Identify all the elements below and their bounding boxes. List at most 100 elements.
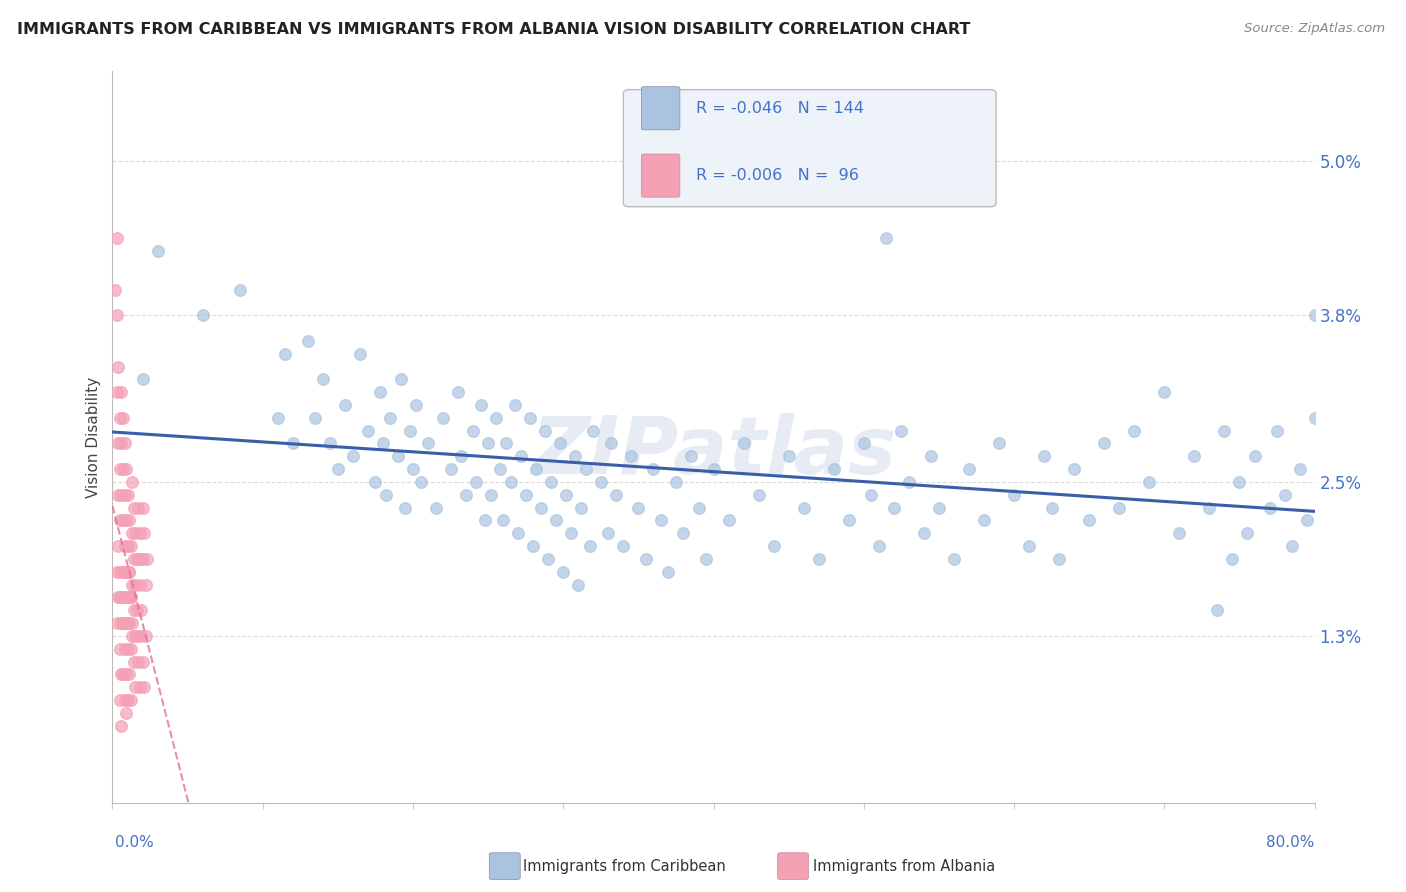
Point xyxy=(124,526,146,541)
Text: Immigrants from Caribbean: Immigrants from Caribbean xyxy=(523,859,725,873)
Point xyxy=(807,552,830,566)
Point xyxy=(643,462,665,476)
Point xyxy=(118,565,141,579)
Point xyxy=(688,500,710,515)
Point xyxy=(127,500,149,515)
Point xyxy=(117,693,139,707)
Point xyxy=(450,450,472,464)
Point xyxy=(122,655,145,669)
Point xyxy=(105,616,128,631)
Point xyxy=(474,514,496,528)
Point xyxy=(114,591,136,605)
Point xyxy=(762,539,785,553)
Point xyxy=(589,475,612,489)
Point xyxy=(1303,308,1326,322)
Point xyxy=(105,308,128,322)
Point xyxy=(447,385,470,400)
Point xyxy=(117,641,139,656)
Point xyxy=(600,436,623,450)
Point xyxy=(132,681,155,695)
Point xyxy=(634,552,657,566)
Point xyxy=(121,629,143,643)
Point xyxy=(1229,475,1251,489)
Point xyxy=(110,591,132,605)
Point xyxy=(1281,539,1303,553)
Point xyxy=(375,488,398,502)
Point xyxy=(135,629,157,643)
Point xyxy=(988,436,1011,450)
Point xyxy=(125,603,148,617)
Point xyxy=(108,591,131,605)
Point xyxy=(128,526,150,541)
Point xyxy=(973,514,995,528)
Point xyxy=(1033,450,1056,464)
Point xyxy=(111,616,134,631)
Point xyxy=(1243,450,1265,464)
Point xyxy=(107,359,129,374)
Point xyxy=(495,436,517,450)
Point xyxy=(319,436,342,450)
Point xyxy=(118,514,141,528)
Point xyxy=(1274,488,1296,502)
FancyBboxPatch shape xyxy=(641,87,681,130)
Point xyxy=(121,577,143,591)
Point xyxy=(129,603,152,617)
Point xyxy=(105,385,128,400)
Point xyxy=(503,398,526,412)
Point xyxy=(131,552,153,566)
Point xyxy=(1288,462,1310,476)
Point xyxy=(118,591,141,605)
Point xyxy=(470,398,492,412)
Point xyxy=(110,616,132,631)
Point xyxy=(127,655,149,669)
Point xyxy=(120,591,142,605)
Text: ZIPatlas: ZIPatlas xyxy=(531,413,896,491)
Point xyxy=(136,552,159,566)
Point xyxy=(146,244,169,258)
Point xyxy=(890,424,912,438)
Point xyxy=(612,539,634,553)
Point xyxy=(129,629,152,643)
Point xyxy=(1047,552,1070,566)
Point xyxy=(357,424,380,438)
Point xyxy=(120,693,142,707)
Point xyxy=(274,346,297,360)
Point xyxy=(131,372,153,386)
Point xyxy=(748,488,770,502)
Point xyxy=(852,436,875,450)
Point xyxy=(394,500,416,515)
Point xyxy=(124,629,146,643)
Point xyxy=(1303,410,1326,425)
Point xyxy=(575,462,598,476)
Point xyxy=(1265,424,1288,438)
Point xyxy=(553,565,575,579)
Point xyxy=(111,462,134,476)
Point xyxy=(569,500,592,515)
Point xyxy=(823,462,845,476)
Point xyxy=(477,436,499,450)
Point xyxy=(115,667,138,681)
Point xyxy=(465,475,488,489)
Point xyxy=(371,436,394,450)
Text: IMMIGRANTS FROM CARIBBEAN VS IMMIGRANTS FROM ALBANIA VISION DISABILITY CORRELATI: IMMIGRANTS FROM CARIBBEAN VS IMMIGRANTS … xyxy=(17,22,970,37)
Point xyxy=(627,500,650,515)
Point xyxy=(108,693,131,707)
Point xyxy=(135,577,157,591)
Point xyxy=(108,410,131,425)
Point xyxy=(115,616,138,631)
Text: R = -0.006   N =  96: R = -0.006 N = 96 xyxy=(696,168,859,183)
Point xyxy=(111,514,134,528)
Point xyxy=(1206,603,1229,617)
Point xyxy=(105,231,128,245)
Point xyxy=(425,500,447,515)
Text: 0.0%: 0.0% xyxy=(115,836,155,850)
Point xyxy=(1123,424,1146,438)
Point xyxy=(281,436,304,450)
Point xyxy=(110,488,132,502)
Point xyxy=(439,462,461,476)
Point xyxy=(579,539,602,553)
Point xyxy=(1137,475,1160,489)
Point xyxy=(118,667,141,681)
Point xyxy=(897,475,920,489)
Point xyxy=(110,385,132,400)
